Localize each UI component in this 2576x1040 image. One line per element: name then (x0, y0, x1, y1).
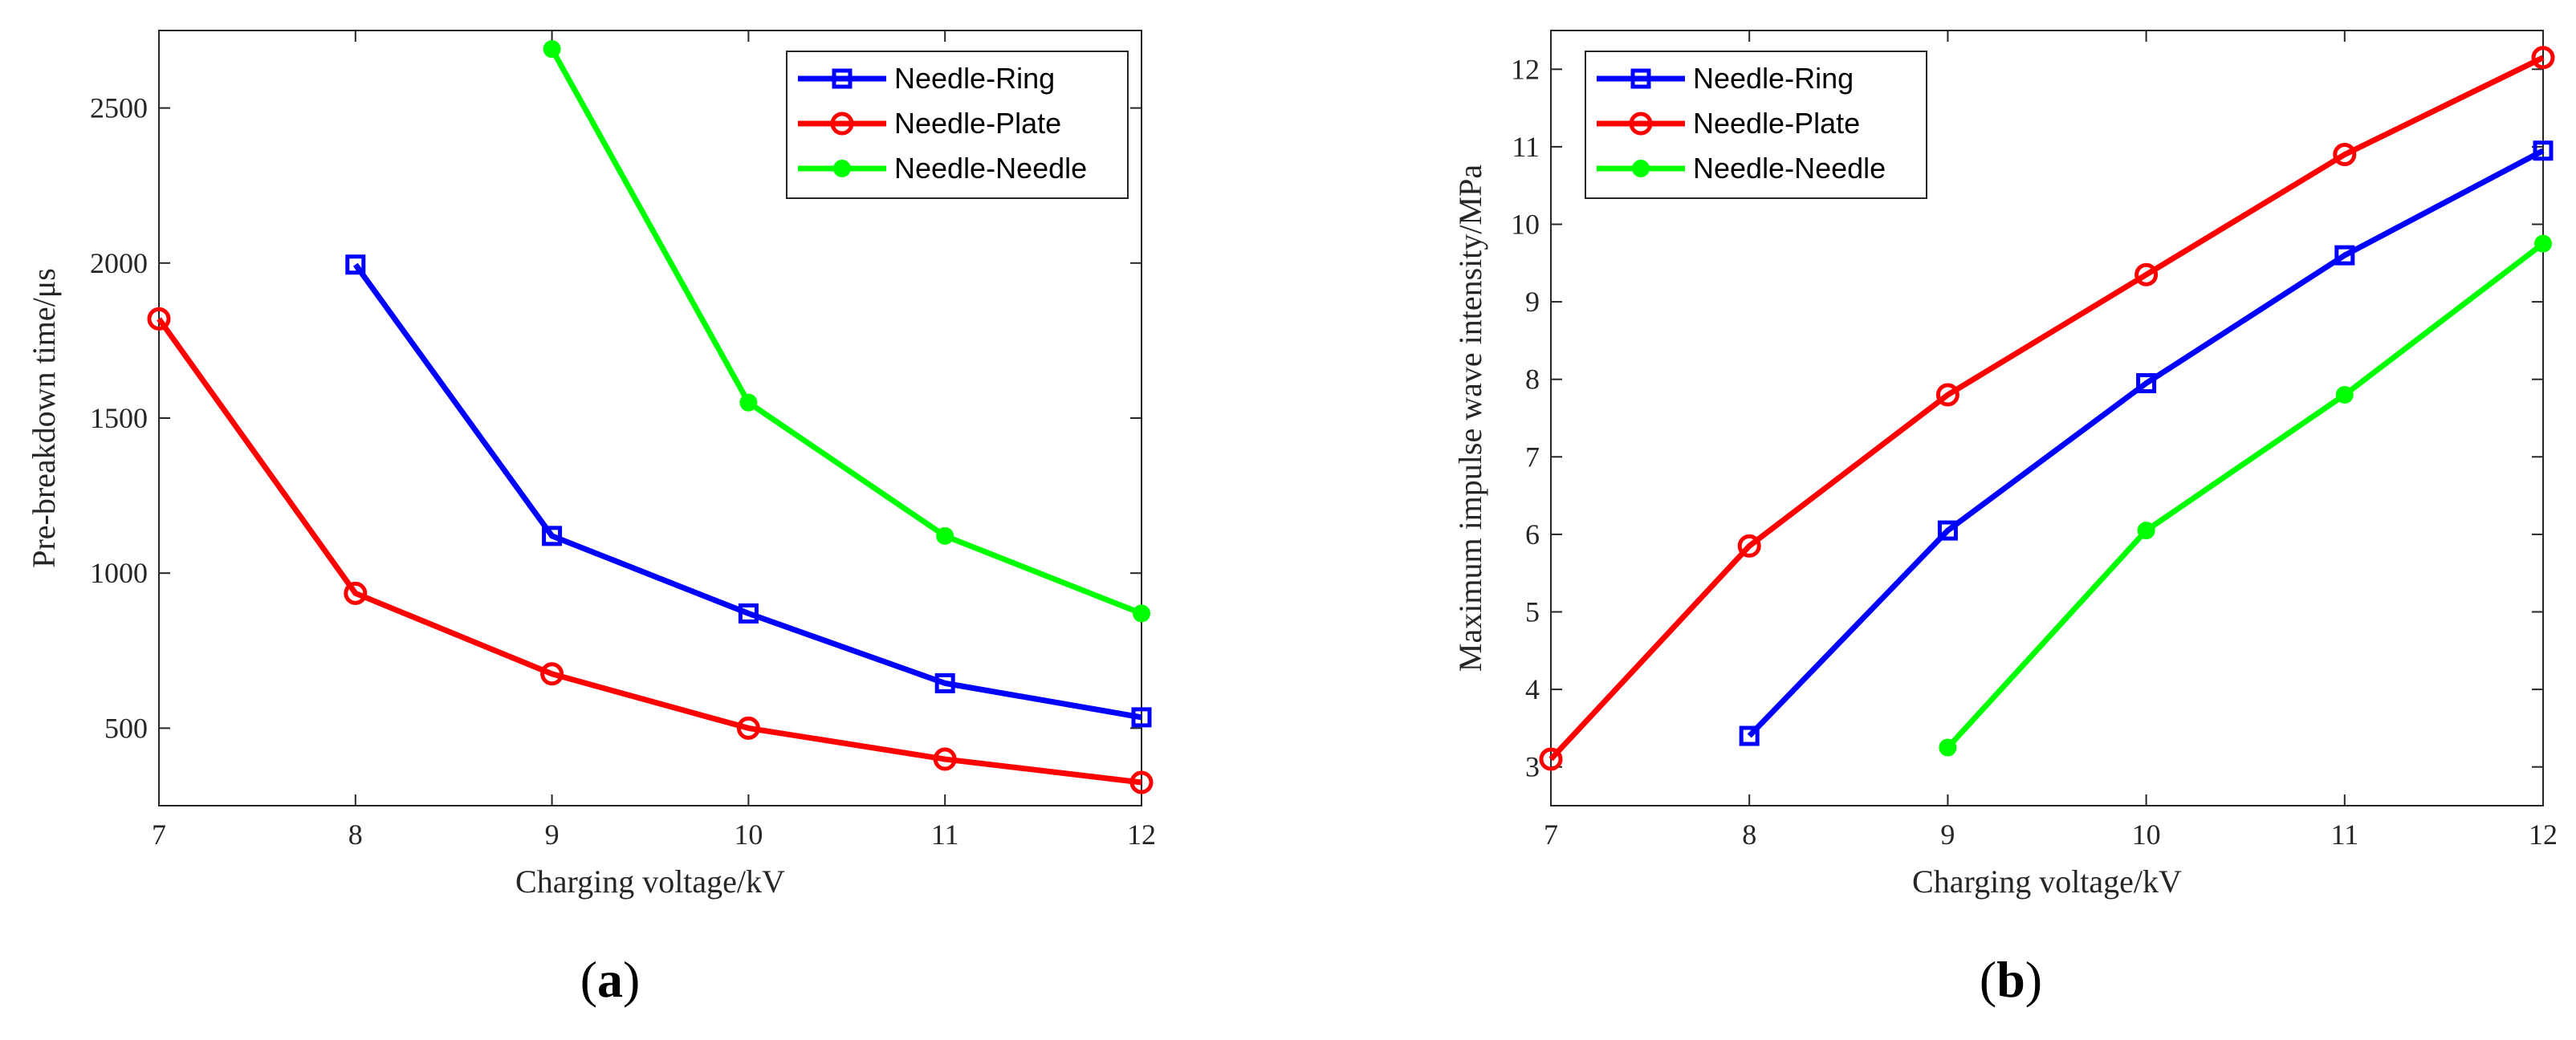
chart-a-data-point-needle-ring (345, 254, 366, 275)
chart-a-data-point-needle-needle (543, 40, 561, 59)
chart-b-y-tick-label: 4 (1525, 673, 1540, 705)
chart-a-y-tick-label: 500 (104, 712, 148, 744)
chart-b-x-tick-label: 12 (2529, 819, 2558, 851)
chart-a-legend-marker-needle-ring (832, 68, 853, 89)
chart-b-data-point-needle-needle (2137, 522, 2155, 540)
chart-a-legend-marker-needle-plate (830, 112, 854, 136)
chart-a-panel-label: (a) (580, 951, 641, 1008)
chart-b-x-tick-label: 9 (1940, 819, 1955, 851)
chart-b-y-tick-label: 12 (1511, 53, 1540, 85)
chart-a-legend: Needle-Ring Needle-Plate Needle-Needle (786, 51, 1129, 199)
chart-b-y-tick-label: 6 (1525, 518, 1540, 550)
chart-a-y-tick-label: 1000 (90, 557, 148, 589)
chart-b-series-line-needle-plate (1548, 55, 2545, 762)
chart-a-y-tick-label: 2000 (90, 247, 148, 279)
chart-b-series-needle-plate (1539, 46, 2555, 771)
chart-b-y-tick-label: 8 (1525, 364, 1540, 396)
chart-b-y-tick-label: 3 (1525, 751, 1540, 783)
chart-a-x-tick-label: 12 (1127, 819, 1156, 851)
chart-b-y-tick-label: 11 (1512, 131, 1540, 163)
chart-b: 7 8 9 10 11 12 3 4 5 6 7 8 9 10 11 12 Charging voltage/k… (1452, 30, 2558, 1008)
chart-b-x-tick-label: 7 (1544, 819, 1558, 851)
chart-a-panel-label-open: ( (580, 951, 597, 1008)
chart-b-legend-marker-needle-ring (1630, 68, 1651, 89)
chart-a-data-point-needle-plate (933, 747, 957, 771)
chart-b-data-point-needle-ring (2533, 140, 2554, 161)
chart-b-x-axis-label: Charging voltage/kV (1912, 863, 2182, 900)
chart-a-data-point-needle-plate (344, 581, 368, 605)
chart-b-y-tick-label: 5 (1525, 596, 1540, 628)
chart-a-y-tick-label: 1500 (90, 402, 148, 434)
chart-a-x-tick-label: 8 (348, 819, 363, 851)
chart-a-legend-label-needle-ring: Needle-Ring (894, 62, 1055, 95)
chart-b-legend-label-needle-ring: Needle-Ring (1693, 62, 1854, 95)
chart-a-data-point-needle-needle (936, 526, 954, 545)
chart-b-plot-area (1550, 30, 2544, 806)
chart-b-data-point-needle-ring (1937, 520, 1958, 541)
chart-b-data-point-needle-plate (2531, 46, 2555, 70)
chart-b-x-tick-label: 10 (2132, 819, 2161, 851)
chart-b-data-point-needle-ring (2334, 245, 2355, 266)
chart-a-data-point-needle-needle (739, 393, 758, 412)
chart-b-data-point-needle-plate (1935, 383, 1959, 407)
chart-a-data-point-needle-plate (736, 716, 760, 740)
chart-b-series-needle-ring (1739, 140, 2554, 746)
chart-b-legend-marker-needle-plate (1629, 112, 1653, 136)
chart-a-panel-label-close: ) (623, 951, 640, 1008)
chart-a-data-point-needle-ring (1131, 707, 1152, 728)
chart-b-y-tick-label: 7 (1525, 441, 1540, 473)
chart-b-x-tick-label: 8 (1742, 819, 1756, 851)
chart-b-y-tick-label: 10 (1511, 209, 1540, 241)
chart-a-data-point-needle-plate (147, 307, 171, 331)
chart-a-series-needle-plate (147, 307, 1154, 794)
chart-a-data-point-needle-needle (1133, 604, 1150, 623)
chart-a-legend-label-needle-needle: Needle-Needle (894, 152, 1087, 185)
chart-a-series-line-needle-needle (549, 47, 1143, 616)
chart-a-x-tick-label: 9 (545, 819, 560, 851)
chart-a-y-tick-label: 2500 (90, 92, 148, 124)
chart-a-x-axis-label: Charging voltage/kV (515, 863, 785, 900)
chart-a-data-point-needle-ring (542, 526, 563, 546)
chart-a-data-point-needle-plate (1129, 770, 1154, 794)
chart-a-series-needle-ring (345, 254, 1152, 728)
chart-a-data-point-needle-plate (540, 662, 564, 686)
chart-b-data-point-needle-needle (2335, 386, 2354, 404)
chart-b-data-point-needle-ring (2136, 373, 2157, 394)
chart-b-series-needle-needle (1939, 234, 2552, 757)
chart-a-legend-marker-needle-needle (833, 160, 851, 177)
chart-b-data-point-needle-plate (1539, 747, 1563, 771)
chart-b-data-point-needle-plate (1737, 534, 1761, 558)
chart-a-x-tick-label: 7 (152, 819, 166, 851)
chart-b-panel-label-open: ( (1980, 951, 1996, 1008)
chart-b-y-axis-label: Maximum impulse wave intensity/MPa (1452, 165, 1488, 672)
chart-a-series-needle-needle (543, 40, 1150, 623)
chart-b-legend-marker-needle-needle (1632, 160, 1650, 177)
chart-b-series-line-needle-needle (1945, 241, 2545, 750)
chart-a-legend-label-needle-plate: Needle-Plate (894, 107, 1061, 140)
chart-b-legend: Needle-Ring Needle-Plate Needle-Needle (1585, 51, 1927, 199)
chart-b-panel-label-letter: b (1996, 951, 2025, 1008)
chart-a-series-line-needle-ring (352, 262, 1142, 721)
chart-b-data-point-needle-plate (2333, 143, 2357, 167)
chart-a-y-axis-label: Pre-breakdown time/μs (26, 268, 62, 568)
chart-b-panel-label-close: ) (2025, 951, 2042, 1008)
chart-a-data-point-needle-ring (738, 603, 759, 624)
chart-b-data-point-needle-ring (1739, 725, 1760, 746)
chart-a-panel-label-letter: a (597, 951, 623, 1008)
chart-a-x-tick-label: 10 (734, 819, 763, 851)
chart-b-data-point-needle-needle (1939, 738, 1957, 757)
chart-b-legend-label-needle-needle: Needle-Needle (1693, 152, 1886, 185)
chart-b-x-tick-label: 11 (2330, 819, 2358, 851)
chart-a-series-line-needle-plate (157, 317, 1142, 786)
chart-b-data-point-needle-needle (2534, 234, 2552, 253)
chart-a-x-tick-label: 11 (931, 819, 959, 851)
chart-b-panel-label: (b) (1980, 951, 2042, 1008)
chart-b-y-tick-label: 9 (1525, 286, 1540, 318)
chart-a: 7 8 9 10 11 12 500 1000 1500 2000 2500 Charging vol… (26, 30, 1156, 1008)
chart-b-series-line-needle-ring (1747, 148, 2545, 738)
chart-b-legend-label-needle-plate: Needle-Plate (1693, 107, 1860, 140)
chart-a-data-point-needle-ring (934, 672, 955, 693)
chart-b-data-point-needle-plate (2134, 262, 2159, 286)
